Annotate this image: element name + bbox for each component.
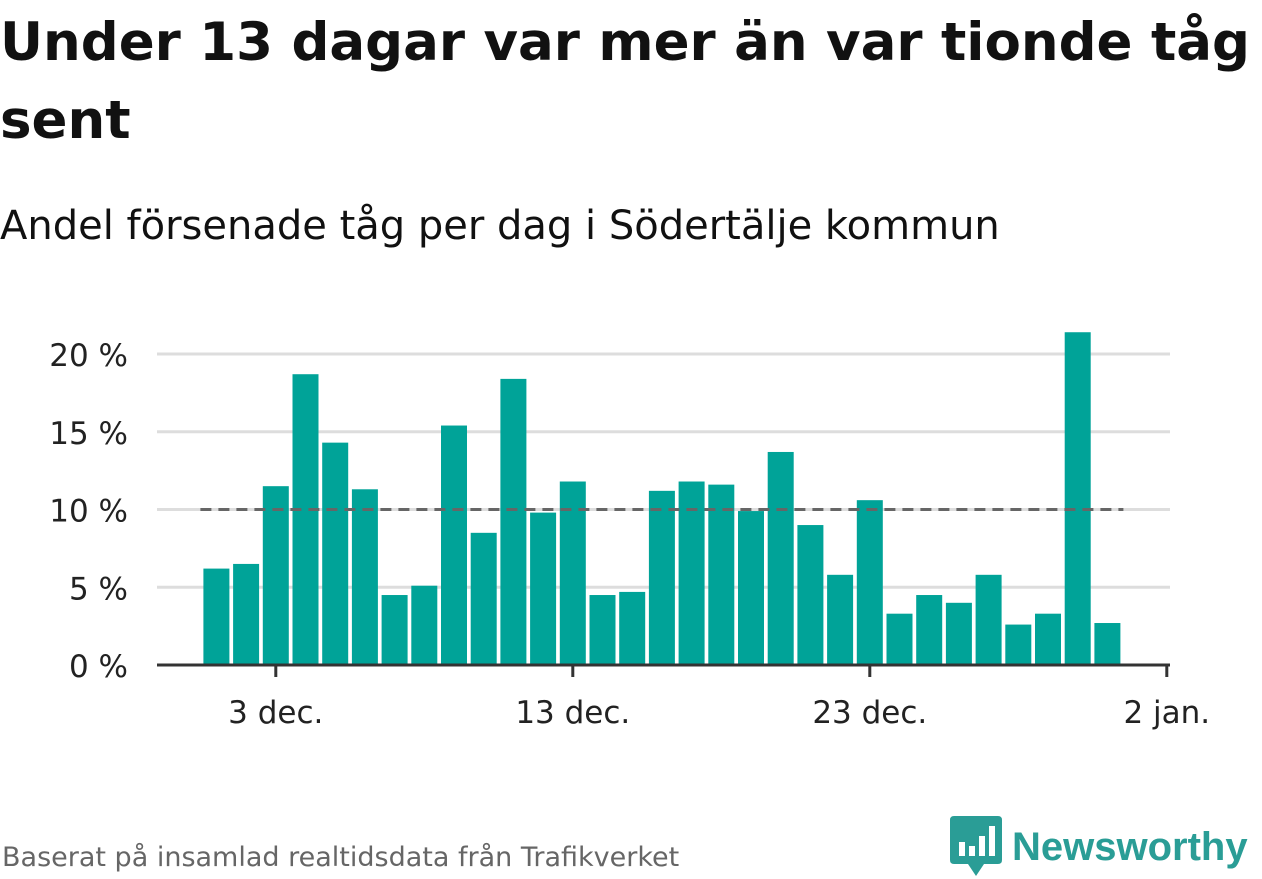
bar	[678, 481, 705, 665]
chart-title: Under 13 dagar var mer än var tionde tåg…	[0, 12, 1250, 151]
bar	[262, 486, 289, 665]
bar	[470, 532, 497, 665]
bar	[975, 574, 1002, 665]
bar	[292, 374, 319, 665]
bar	[619, 591, 646, 665]
bar	[1005, 624, 1032, 665]
bars	[203, 332, 1121, 665]
bar	[322, 442, 349, 665]
bar	[411, 585, 438, 665]
y-axis-ticks: 0 % 5 % 10 % 15 % 20 %	[49, 338, 128, 685]
y-tick-label: 10 %	[49, 494, 128, 530]
bar	[559, 481, 586, 665]
newsworthy-chart-bubble-icon	[950, 816, 1002, 876]
chart-subtitle: Andel försenade tåg per dag i Södertälje…	[0, 203, 1000, 249]
bar	[1094, 623, 1121, 665]
brand-name: Newsworthy	[1012, 824, 1248, 869]
bar	[589, 595, 616, 665]
y-tick-label: 20 %	[49, 338, 128, 374]
bar	[381, 595, 408, 665]
bar	[1064, 332, 1091, 665]
bar	[856, 500, 883, 665]
x-tick-label: 13 dec.	[515, 695, 630, 731]
x-tick-label: 23 dec.	[812, 695, 927, 731]
bar-chart: 0 % 5 % 10 % 15 % 20 % 3 dec. 13 dec. 23 dec. 2…	[49, 332, 1210, 731]
bar	[945, 602, 972, 665]
x-tick-label: 3 dec.	[228, 695, 323, 731]
x-tick-label: 2 jan.	[1123, 695, 1210, 731]
bar	[827, 574, 854, 665]
bar	[886, 613, 913, 665]
x-axis-ticks: 3 dec. 13 dec. 23 dec. 2 jan.	[228, 665, 1210, 731]
bar	[530, 512, 557, 665]
bar	[648, 490, 675, 665]
bar	[351, 489, 378, 665]
source-note: Baserat på insamlad realtidsdata från Tr…	[2, 842, 680, 873]
y-tick-label: 15 %	[49, 416, 128, 452]
bar	[233, 563, 260, 665]
bar	[1035, 613, 1061, 665]
bar	[441, 425, 467, 665]
bar	[708, 484, 735, 665]
y-tick-label: 0 %	[69, 649, 128, 685]
bar	[500, 378, 527, 665]
newsworthy-logo: Newsworthy	[950, 816, 1248, 878]
y-tick-label: 5 %	[69, 571, 128, 607]
bar	[797, 525, 824, 665]
bar	[203, 568, 230, 665]
bar	[738, 511, 764, 665]
bar	[767, 451, 794, 665]
bar	[916, 595, 943, 665]
